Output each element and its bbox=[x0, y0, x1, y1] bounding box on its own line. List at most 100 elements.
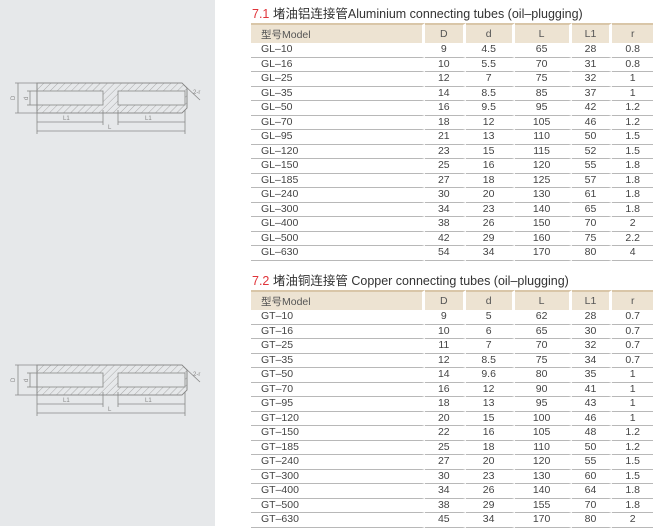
table-cell: 125 bbox=[514, 173, 572, 188]
table-row: GL–95 21 13 110 50 1.5 bbox=[251, 130, 653, 145]
table-cell: 29 bbox=[465, 498, 515, 513]
table-cell: GT–240 bbox=[251, 455, 425, 470]
table-cell: 9.6 bbox=[465, 368, 515, 383]
table-cell: 105 bbox=[514, 426, 572, 441]
table-row: GT–400 34 26 140 64 1.8 bbox=[251, 484, 653, 499]
table-cell: GL–50 bbox=[251, 101, 425, 116]
table-cell: 95 bbox=[514, 397, 572, 412]
table-cell: GL–10 bbox=[251, 43, 425, 58]
table-cell: 0.7 bbox=[612, 325, 653, 339]
table-cell: 26 bbox=[465, 484, 515, 499]
table-cell: 48 bbox=[571, 426, 613, 441]
table-cell: 34 bbox=[465, 246, 515, 261]
table-row: GL–50 16 9.5 95 42 1.2 bbox=[251, 101, 653, 116]
table-cell: 32 bbox=[571, 72, 613, 87]
copper-tube-drawing: D d L1 L1 L 2-r bbox=[11, 364, 200, 416]
table-cell: GL–500 bbox=[251, 231, 425, 246]
table-cell: 130 bbox=[514, 188, 572, 203]
table-cell: GT–25 bbox=[251, 339, 425, 354]
table-row: GL–70 18 12 105 46 1.2 bbox=[251, 115, 653, 130]
dim-L-label: L bbox=[108, 125, 112, 131]
table-cell: 25 bbox=[424, 440, 466, 455]
table-cell: 1.5 bbox=[612, 470, 653, 484]
table-cell: 1.8 bbox=[612, 188, 653, 203]
table-cell: GT–50 bbox=[251, 368, 425, 383]
table-cell: 110 bbox=[514, 130, 572, 145]
dim-L1-label: L1 bbox=[63, 398, 70, 404]
table-cell: 28 bbox=[571, 43, 613, 58]
table-cell: 95 bbox=[514, 101, 572, 116]
table-cell: GT–185 bbox=[251, 440, 425, 455]
table-cell: 15 bbox=[465, 144, 515, 159]
table-cell: 1.2 bbox=[612, 101, 653, 116]
table-cell: 8.5 bbox=[465, 86, 515, 101]
table-row: GT–16 10 6 65 30 0.7 bbox=[251, 324, 653, 339]
table-cell: 120 bbox=[514, 159, 572, 174]
table-cell: 46 bbox=[571, 115, 613, 130]
table-cell: 26 bbox=[465, 217, 515, 232]
table-cell: 80 bbox=[571, 513, 613, 528]
dim-d-label: d bbox=[24, 97, 30, 100]
table-cell: 75 bbox=[571, 231, 613, 246]
section-title-text: 堵油铝连接管Aluminium connecting tubes (oil–pl… bbox=[269, 7, 583, 21]
table-cell: 4.5 bbox=[465, 43, 515, 58]
copper-section-title: 7.2 堵油铜连接管 Copper connecting tubes (oil–… bbox=[252, 270, 569, 289]
table-cell: 140 bbox=[514, 202, 572, 217]
table-cell: 37 bbox=[571, 86, 613, 101]
table-cell: 18 bbox=[424, 115, 466, 130]
table-row: GT–185 25 18 110 50 1.2 bbox=[251, 440, 653, 455]
table-cell: 0.7 bbox=[612, 354, 653, 368]
table-cell: 85 bbox=[514, 86, 572, 101]
table-cell: 1.8 bbox=[612, 484, 653, 499]
column-header: L1 bbox=[571, 290, 613, 310]
table-cell: 34 bbox=[424, 202, 466, 217]
table-cell: 13 bbox=[465, 397, 515, 412]
table-row: GT–630 45 34 170 80 2 bbox=[251, 513, 653, 528]
table-cell: 1 bbox=[612, 397, 653, 412]
table-cell: 10 bbox=[424, 324, 466, 339]
drawing-panel: D d L1 L1 L 2-r D d L1 L1 L 2-r bbox=[0, 0, 215, 526]
dim-L1-label: L1 bbox=[63, 116, 70, 122]
table-cell: GL–630 bbox=[251, 246, 425, 261]
table-cell: 65 bbox=[514, 324, 572, 339]
column-header: L1 bbox=[571, 23, 613, 43]
aluminium-section-title: 7.1 堵油铝连接管Aluminium connecting tubes (oi… bbox=[252, 3, 583, 22]
table-cell: 70 bbox=[514, 339, 572, 354]
table-cell: 21 bbox=[424, 130, 466, 145]
table-cell: 70 bbox=[514, 57, 572, 72]
table-cell: 27 bbox=[424, 455, 466, 470]
table-row: GL–120 23 15 115 52 1.5 bbox=[251, 144, 653, 159]
column-header: d bbox=[465, 290, 515, 310]
table-row: GL–630 54 34 170 80 4 bbox=[251, 246, 653, 261]
table-cell: 38 bbox=[424, 217, 466, 232]
table-cell: 6 bbox=[465, 324, 515, 339]
table-cell: 65 bbox=[571, 202, 613, 217]
table-cell: 52 bbox=[571, 144, 613, 159]
table-cell: 1 bbox=[612, 72, 653, 87]
table-cell: 10 bbox=[424, 57, 466, 72]
table-row: GT–35 12 8.5 75 34 0.7 bbox=[251, 353, 653, 368]
table-cell: 115 bbox=[514, 144, 572, 159]
table-cell: GT–10 bbox=[251, 310, 425, 325]
table-row: GT–300 30 23 130 60 1.5 bbox=[251, 469, 653, 484]
table-cell: 75 bbox=[514, 353, 572, 368]
table-row: GL–500 42 29 160 75 2.2 bbox=[251, 231, 653, 246]
table-cell: GT–400 bbox=[251, 484, 425, 499]
table-row: GL–240 30 20 130 61 1.8 bbox=[251, 188, 653, 203]
column-header: r bbox=[612, 290, 653, 310]
table-cell: GL–150 bbox=[251, 159, 425, 174]
table-cell: 30 bbox=[424, 469, 466, 484]
section-number: 7.1 bbox=[252, 7, 270, 21]
table-cell: GL–185 bbox=[251, 173, 425, 188]
table-cell: GL–95 bbox=[251, 130, 425, 145]
dim-r-label: 2-r bbox=[193, 372, 200, 378]
table-cell: 1.5 bbox=[612, 455, 653, 470]
table-cell: 4 bbox=[612, 246, 653, 261]
table-cell: 170 bbox=[514, 513, 572, 528]
table-cell: 130 bbox=[514, 469, 572, 484]
table-row: GT–70 16 12 90 41 1 bbox=[251, 382, 653, 397]
table-cell: 12 bbox=[424, 72, 466, 87]
table-cell: 75 bbox=[514, 72, 572, 87]
